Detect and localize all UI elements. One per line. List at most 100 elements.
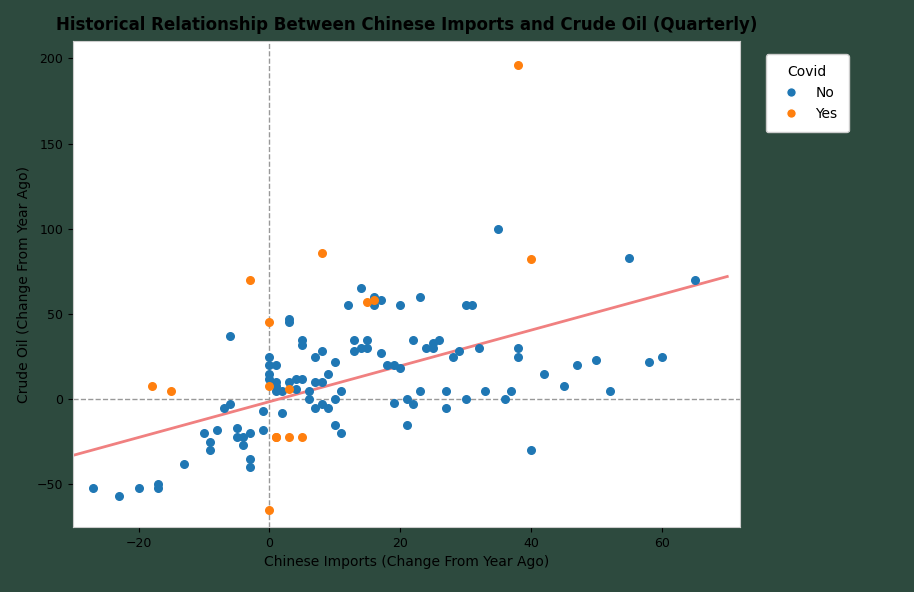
No bbox=[387, 361, 401, 370]
No bbox=[236, 432, 250, 442]
No bbox=[294, 335, 309, 345]
No bbox=[321, 369, 335, 378]
No bbox=[177, 459, 192, 469]
Title: Historical Relationship Between Chinese Imports and Crude Oil (Quarterly): Historical Relationship Between Chinese … bbox=[56, 17, 758, 34]
No bbox=[393, 301, 408, 310]
No bbox=[302, 394, 316, 404]
No bbox=[511, 343, 526, 353]
No bbox=[223, 400, 238, 409]
No bbox=[472, 343, 486, 353]
No bbox=[367, 292, 381, 302]
No bbox=[347, 335, 362, 345]
No bbox=[321, 403, 335, 413]
No bbox=[256, 425, 271, 435]
Legend: No, Yes: No, Yes bbox=[766, 54, 849, 133]
No bbox=[354, 284, 368, 293]
No bbox=[327, 357, 342, 366]
No bbox=[458, 301, 473, 310]
No bbox=[687, 275, 702, 285]
No bbox=[642, 357, 656, 366]
Yes bbox=[367, 295, 381, 305]
Yes bbox=[314, 248, 329, 258]
No bbox=[262, 352, 277, 361]
No bbox=[308, 352, 323, 361]
No bbox=[478, 386, 493, 395]
No bbox=[341, 301, 356, 310]
Yes bbox=[282, 384, 296, 394]
Yes bbox=[282, 432, 296, 442]
No bbox=[112, 491, 126, 501]
No bbox=[419, 343, 433, 353]
Yes bbox=[262, 381, 277, 390]
No bbox=[302, 386, 316, 395]
No bbox=[412, 386, 427, 395]
No bbox=[294, 374, 309, 384]
No bbox=[452, 347, 466, 356]
Yes bbox=[164, 386, 178, 395]
No bbox=[524, 446, 538, 455]
Yes bbox=[360, 297, 375, 307]
No bbox=[242, 429, 257, 438]
No bbox=[314, 377, 329, 387]
No bbox=[334, 386, 348, 395]
Yes bbox=[242, 275, 257, 285]
No bbox=[622, 253, 636, 262]
No bbox=[373, 349, 388, 358]
No bbox=[439, 403, 453, 413]
Yes bbox=[294, 432, 309, 442]
X-axis label: Chinese Imports (Change From Year Ago): Chinese Imports (Change From Year Ago) bbox=[264, 555, 549, 569]
No bbox=[380, 361, 395, 370]
No bbox=[242, 462, 257, 472]
Yes bbox=[262, 505, 277, 514]
No bbox=[85, 483, 100, 493]
No bbox=[412, 292, 427, 302]
No bbox=[360, 335, 375, 345]
Yes bbox=[144, 381, 159, 390]
No bbox=[229, 432, 244, 442]
No bbox=[373, 295, 388, 305]
No bbox=[132, 483, 146, 493]
No bbox=[282, 318, 296, 327]
No bbox=[426, 338, 441, 348]
No bbox=[262, 361, 277, 370]
No bbox=[223, 332, 238, 341]
No bbox=[569, 361, 584, 370]
No bbox=[327, 420, 342, 429]
No bbox=[262, 369, 277, 378]
No bbox=[602, 386, 617, 395]
No bbox=[354, 343, 368, 353]
No bbox=[387, 398, 401, 407]
No bbox=[229, 423, 244, 433]
No bbox=[314, 400, 329, 409]
No bbox=[242, 454, 257, 464]
No bbox=[557, 381, 571, 390]
No bbox=[399, 420, 414, 429]
No bbox=[203, 446, 218, 455]
No bbox=[505, 386, 519, 395]
Yes bbox=[511, 60, 526, 70]
No bbox=[327, 394, 342, 404]
No bbox=[151, 483, 165, 493]
No bbox=[334, 429, 348, 438]
Yes bbox=[262, 318, 277, 327]
No bbox=[262, 374, 277, 384]
No bbox=[197, 429, 211, 438]
No bbox=[275, 386, 290, 395]
No bbox=[269, 386, 283, 395]
No bbox=[294, 340, 309, 349]
No bbox=[432, 335, 447, 345]
No bbox=[406, 400, 420, 409]
No bbox=[537, 369, 551, 378]
No bbox=[282, 314, 296, 324]
No bbox=[360, 343, 375, 353]
No bbox=[275, 408, 290, 417]
Yes bbox=[269, 432, 283, 442]
No bbox=[654, 352, 669, 361]
No bbox=[590, 355, 604, 365]
No bbox=[465, 301, 480, 310]
No bbox=[203, 437, 218, 446]
No bbox=[269, 381, 283, 390]
Yes bbox=[524, 255, 538, 264]
No bbox=[151, 480, 165, 489]
No bbox=[458, 394, 473, 404]
